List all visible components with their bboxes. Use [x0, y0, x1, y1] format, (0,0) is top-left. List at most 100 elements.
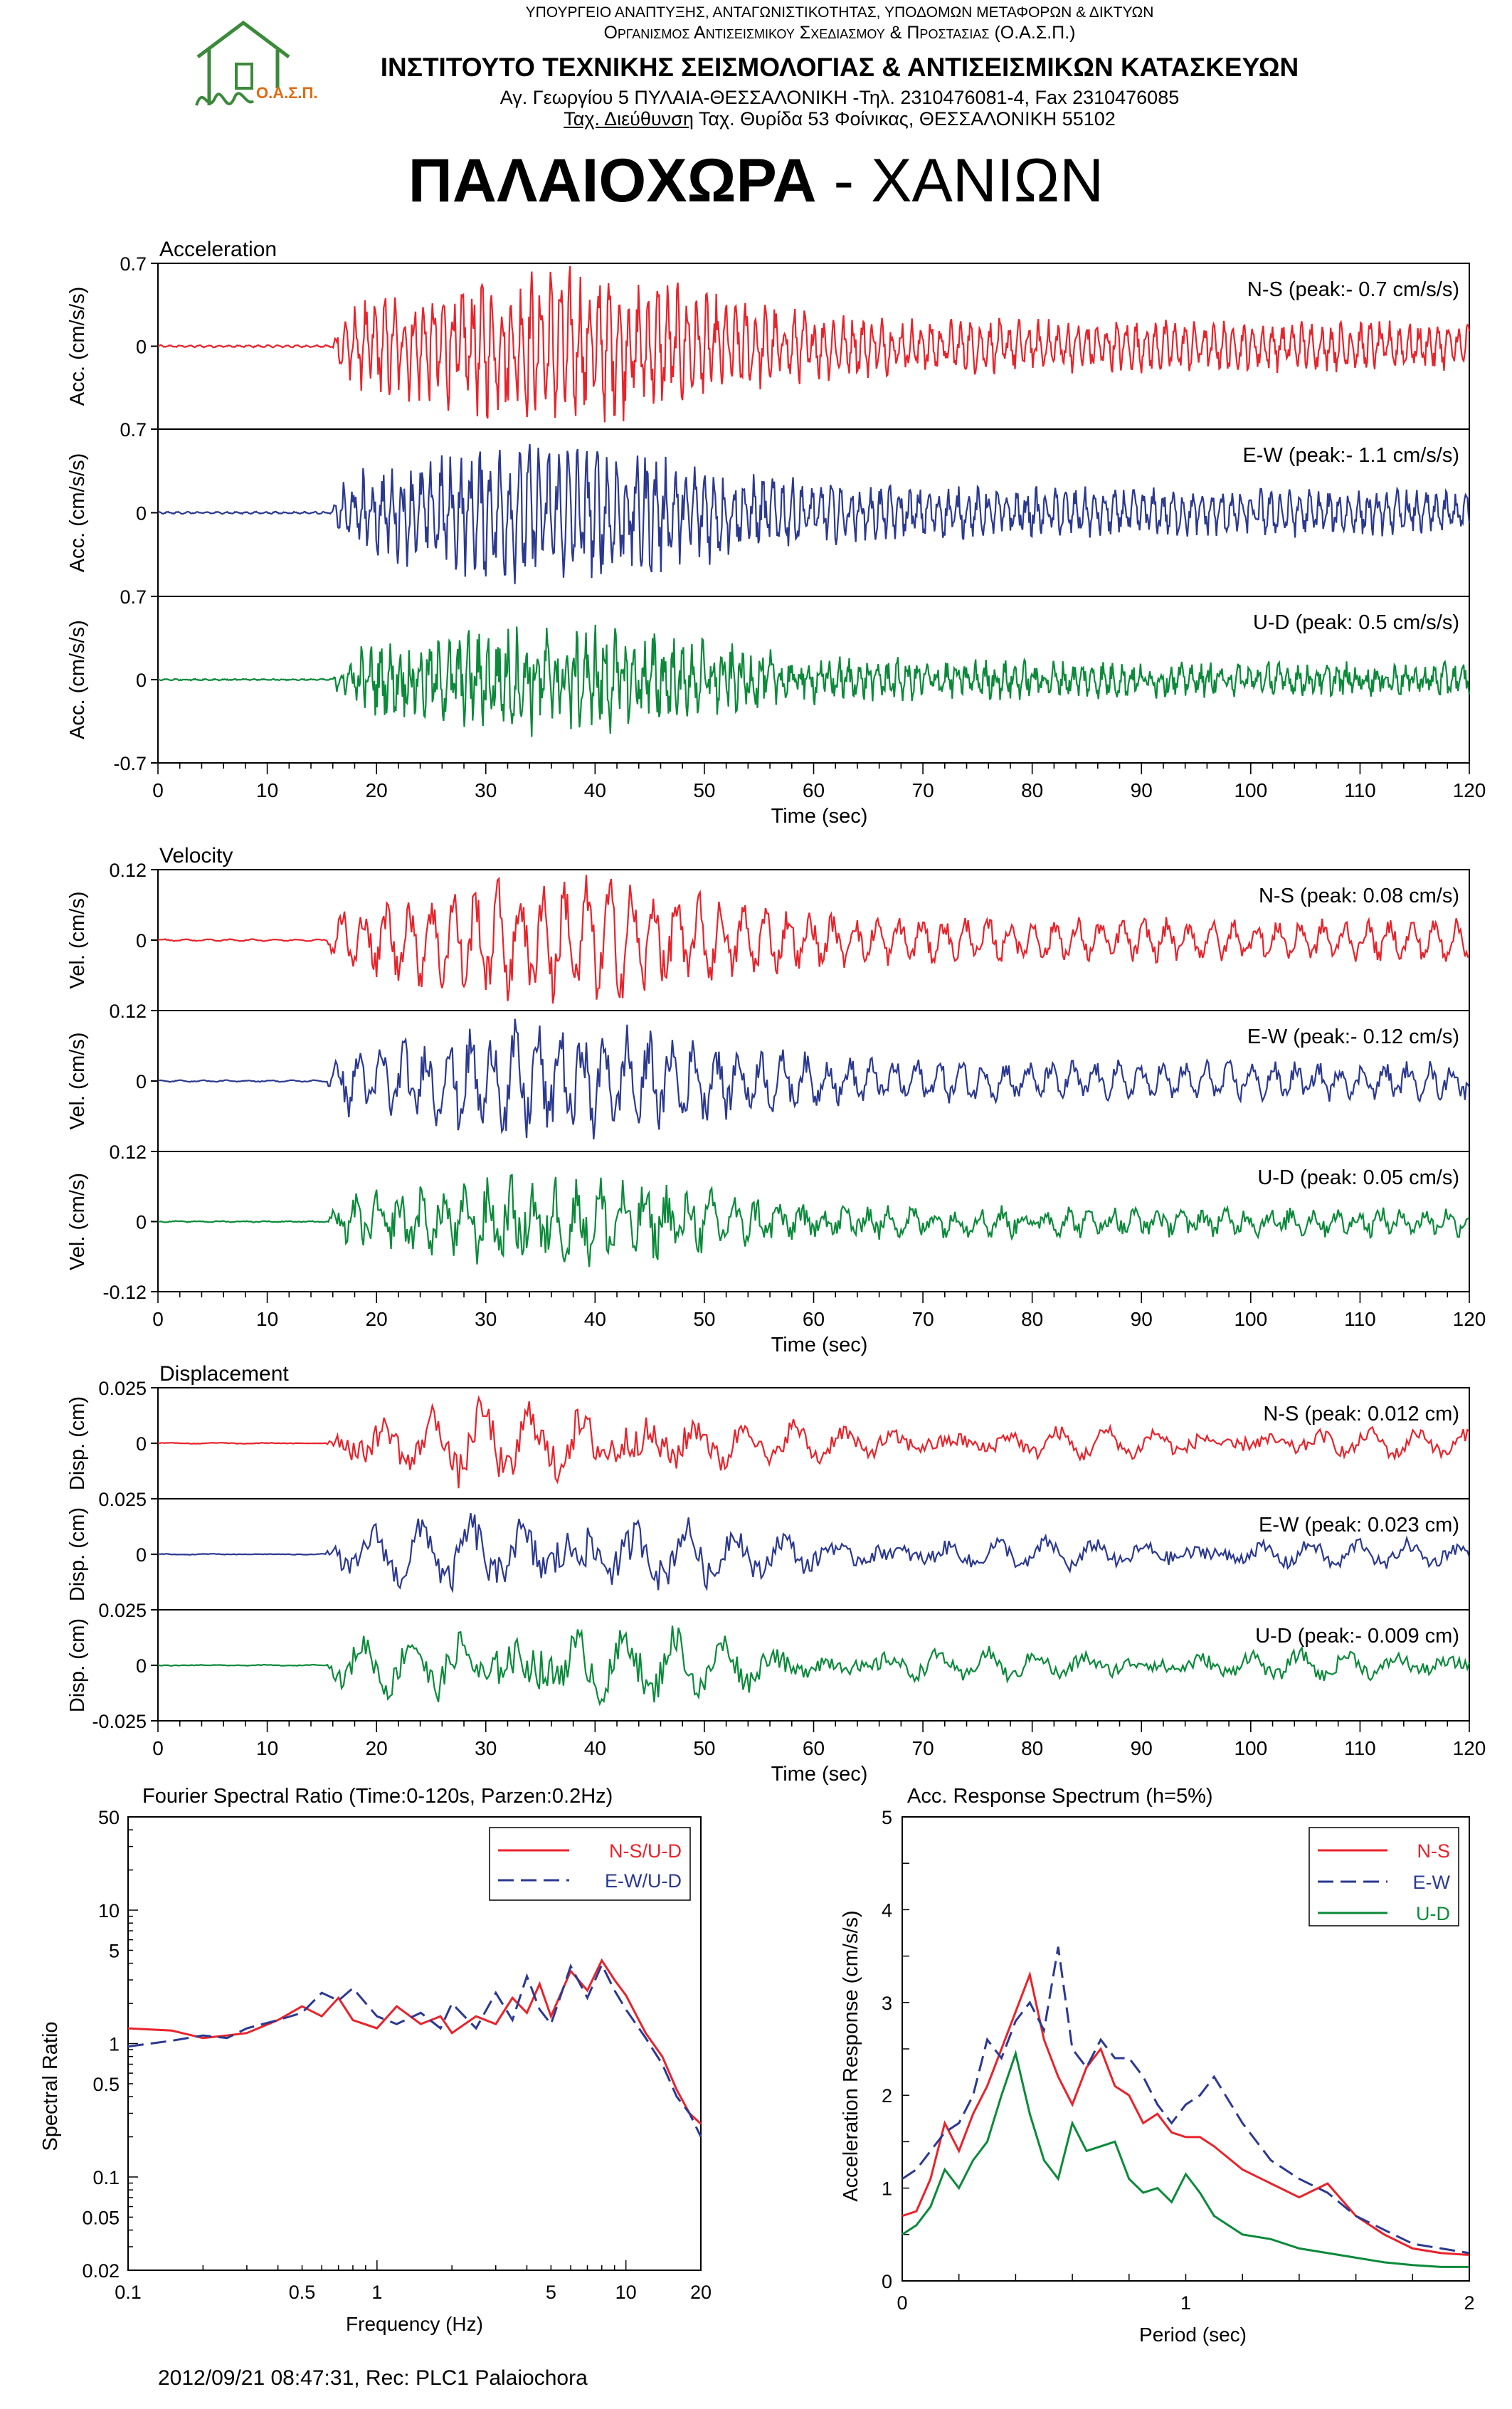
x-tick-label: 10	[256, 779, 278, 801]
x-tick-label: 90	[1131, 1737, 1153, 1759]
y-axis-label: Vel. (cm/s)	[66, 1173, 89, 1270]
x-tick-label: 100	[1234, 779, 1267, 801]
y-tick-label: 0.5	[92, 2074, 120, 2095]
x-tick-label: 120	[1453, 1308, 1486, 1330]
trace-e-w	[157, 443, 1471, 584]
x-tick-label: 60	[803, 1737, 825, 1759]
panel-title: Acceleration	[159, 238, 277, 261]
legend: N-S/U-D E-W/U-D	[489, 1827, 691, 1901]
y-tick-label: 0.12	[109, 1142, 147, 1163]
x-tick-label: 20	[366, 779, 388, 801]
footer-record-info: 2012/09/21 08:47:31, Rec: PLC1 Palaiocho…	[158, 2366, 588, 2390]
chart-title: Acc. Response Spectrum (h=5%)	[907, 1785, 1213, 1808]
trace-e-w	[157, 1512, 1471, 1594]
trace-panel-e-w: 0.12 0 Vel. (cm/s) E-W (peak:- 0.12 cm/s)	[66, 1001, 1470, 1152]
trace-n-s	[157, 875, 1470, 1004]
title-region: - ΧΑΝΙΩΝ	[816, 147, 1104, 215]
x-tick-label: 0	[152, 1308, 164, 1330]
x-tick-label: 60	[803, 1308, 825, 1330]
title-station: ΠΑΛΑΙΟΧΩΡΑ	[408, 147, 817, 215]
address-text: Ταχ. Θυρίδα 53 Φοίνικας, ΘΕΣΣΑΛΟΝΙΚΗ 551…	[693, 108, 1116, 130]
peak-label-n-s: N-S (peak: 0.08 cm/s)	[1259, 885, 1459, 907]
trace-panel-e-w: 0.7 0 Acc. (cm/s/s) E-W (peak:- 1.1 cm/s/s)	[66, 419, 1471, 597]
x-tick-label: 30	[475, 1737, 497, 1759]
peak-label-e-w: E-W (peak:- 0.12 cm/s)	[1247, 1026, 1459, 1048]
x-tick-label: 50	[693, 1737, 715, 1759]
y-tick-label: -0.7	[113, 753, 147, 774]
address-line-1: Αγ. Γεωργίου 5 ΠΥΛΑΙΑ-ΘΕΣΣΑΛΟΝΙΚΗ -Τηλ. …	[499, 87, 1180, 108]
x-tick-label: 70	[912, 1308, 934, 1330]
fourier-spectral-ratio-chart: Fourier Spectral Ratio (Time:0-120s, Par…	[39, 1785, 712, 2335]
peak-label-u-d: U-D (peak: 0.05 cm/s)	[1257, 1166, 1459, 1189]
y-tick-label: 0.025	[98, 1489, 147, 1510]
x-tick-label: 110	[1344, 1308, 1376, 1330]
y-tick-label: -0.12	[102, 1282, 147, 1303]
panel-title: Displacement	[159, 1362, 289, 1386]
y-tick-label: 0	[136, 1544, 147, 1566]
x-tick-label: 30	[475, 1308, 497, 1330]
x-tick-label: 1	[371, 2282, 382, 2303]
address-label: Ταχ. Διεύθυνση	[564, 108, 694, 130]
y-tick-label: 0	[136, 1212, 147, 1233]
trace-n-s	[157, 265, 1471, 423]
y-tick-label: 2	[882, 2085, 892, 2107]
x-tick-label: 20	[690, 2282, 712, 2303]
y-tick-label: 0.7	[120, 419, 147, 441]
y-axis-label: Vel. (cm/s)	[66, 1033, 89, 1130]
time-history-velocity: Velocity 0.12 0 Vel. (cm/s) N-S (peak: 0.08 …	[66, 844, 1486, 1356]
x-tick-label: 0.5	[289, 2282, 316, 2303]
x-tick-label: 90	[1131, 1308, 1153, 1330]
x-tick-label: 10	[256, 1737, 278, 1759]
time-history-displacement: Displacement 0.025 0 Disp. (cm) N-S (peak: 0…	[66, 1362, 1486, 1786]
x-tick-label: 100	[1234, 1737, 1267, 1759]
peak-label-u-d: U-D (peak: 0.5 cm/s/s)	[1253, 611, 1459, 634]
x-tick-label: 60	[803, 779, 825, 801]
y-axis-label: Acceleration Response (cm/s/s)	[840, 1910, 862, 2201]
x-tick-label: 5	[546, 2282, 556, 2303]
y-tick-label: 0.7	[120, 586, 147, 608]
legend-label: N-S/U-D	[609, 1840, 682, 1862]
y-tick-label: 0.05	[82, 2207, 120, 2228]
legend: N-S E-W U-D	[1309, 1827, 1459, 1926]
y-tick-label: 0	[136, 337, 147, 358]
y-tick-label: 5	[109, 1940, 120, 1961]
address-line-2: Ταχ. Διεύθυνση Ταχ. Θυρίδα 53 Φοίνικας, …	[342, 108, 1338, 130]
x-tick-label: 40	[584, 779, 606, 801]
y-tick-label: 0	[882, 2271, 892, 2292]
y-tick-label: 0.7	[120, 253, 147, 275]
x-tick-label: 110	[1344, 1737, 1376, 1759]
x-tick-label: 70	[912, 779, 934, 801]
x-tick-label: 100	[1234, 1308, 1267, 1330]
y-axis-label: Acc. (cm/s/s)	[66, 453, 89, 573]
y-tick-label: 0.1	[92, 2167, 120, 2188]
y-tick-label: 10	[98, 1900, 120, 1922]
peak-label-u-d: U-D (peak:- 0.009 cm)	[1255, 1625, 1459, 1648]
x-tick-label: 80	[1021, 1737, 1043, 1759]
x-tick-label: 20	[366, 1308, 388, 1330]
trace-panel-n-s: 0.7 0 Acc. (cm/s/s) N-S (peak:- 0.7 cm/s/s)	[66, 253, 1471, 430]
x-tick-label: 40	[584, 1308, 606, 1330]
y-axis-label: Disp. (cm)	[66, 1396, 89, 1490]
y-tick-label: 5	[882, 1807, 892, 1828]
y-tick-label: 0.025	[98, 1378, 147, 1399]
x-tick-label: 120	[1453, 1737, 1486, 1759]
y-tick-label: 3	[882, 1993, 892, 2014]
x-tick-label: 80	[1021, 779, 1043, 801]
y-tick-label: 0	[136, 930, 147, 952]
response-spectrum-chart: Acc. Response Spectrum (h=5%) 0 1 2 0 1 2 3 4 5 Pe…	[840, 1785, 1475, 2346]
y-tick-label: 0.12	[109, 1001, 147, 1022]
x-tick-label: 2	[1464, 2292, 1474, 2314]
x-tick-label: 110	[1344, 779, 1376, 801]
peak-label-n-s: N-S (peak: 0.012 cm)	[1263, 1403, 1459, 1425]
y-tick-label: 0	[136, 670, 147, 691]
x-axis: 0 10 20 30 40 50 60 70 80 90 100 110 120 Time (sec)	[152, 1721, 1486, 1786]
page-title: ΠΑΛΑΙΟΧΩΡΑ - ΧΑΝΙΩΝ	[0, 146, 1512, 216]
x-tick-label: 0	[152, 779, 164, 801]
legend-label: N-S	[1417, 1840, 1451, 1862]
x-tick-label: 20	[366, 1737, 388, 1759]
trace-n-s	[157, 1395, 1470, 1489]
y-axis-label: Acc. (cm/s/s)	[66, 287, 89, 406]
peak-label-n-s: N-S (peak:- 0.7 cm/s/s)	[1247, 278, 1459, 301]
trace-u-d	[157, 1625, 1471, 1707]
